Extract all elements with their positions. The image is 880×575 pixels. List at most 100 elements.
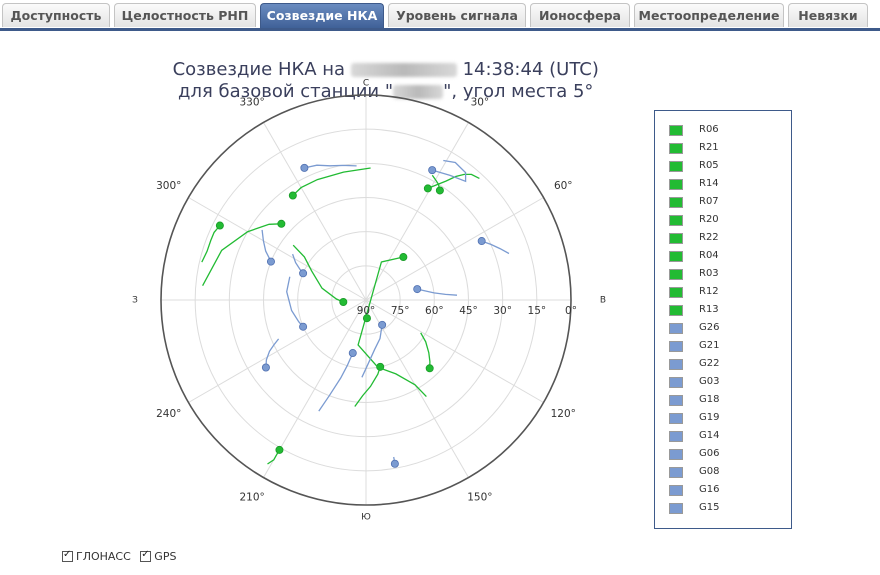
horizon-circle	[160, 94, 572, 506]
azimuth-spoke	[365, 122, 469, 301]
satellite-g21[interactable]	[428, 159, 467, 183]
elevation-label: 60°	[425, 305, 444, 317]
legend-swatch	[669, 503, 683, 514]
satellite-r04[interactable]	[357, 253, 427, 398]
satellite-g22[interactable]	[477, 237, 510, 255]
elevation-label: 0°	[565, 305, 577, 317]
redacted-station	[393, 85, 444, 99]
satellite-r13[interactable]	[362, 313, 371, 323]
azimuth-label: 30°	[471, 97, 490, 109]
azimuth-label: 120°	[551, 408, 576, 420]
satellite-position[interactable]	[288, 191, 297, 200]
legend-label: G18	[699, 394, 720, 405]
satellite-position[interactable]	[339, 297, 348, 306]
satellite-position[interactable]	[215, 221, 224, 230]
satellite-r20[interactable]	[267, 445, 284, 465]
satellite-g16[interactable]	[261, 229, 275, 266]
satellite-r06[interactable]	[431, 174, 444, 195]
satellite-position[interactable]	[275, 445, 284, 454]
gps-filter[interactable]: GPS	[140, 549, 177, 563]
tab-availability[interactable]: Доступность	[2, 3, 110, 27]
satellite-track	[261, 229, 272, 262]
legend-swatch	[669, 125, 683, 136]
satellite-track	[304, 164, 357, 169]
satellite-position[interactable]	[399, 253, 408, 262]
satellite-track	[427, 173, 480, 190]
system-filters: ГЛОНАСС GPS	[62, 549, 182, 563]
satellite-g26[interactable]	[300, 163, 357, 172]
legend-label: G16	[699, 484, 720, 495]
satellite-g14[interactable]	[286, 276, 308, 331]
satellite-position[interactable]	[348, 349, 357, 358]
satellite-position[interactable]	[300, 163, 309, 172]
tab-signal-level[interactable]: Уровень сигнала	[388, 3, 526, 27]
azimuth-label: 210°	[239, 491, 264, 503]
legend-label: G22	[699, 358, 720, 369]
legend-label: G06	[699, 448, 720, 459]
azimuth-spoke	[365, 299, 544, 403]
satellite-position[interactable]	[390, 459, 399, 468]
legend-swatch	[669, 467, 683, 478]
legend-swatch	[669, 233, 683, 244]
legend-swatch	[669, 251, 683, 262]
azimuth-label: 150°	[467, 491, 492, 503]
satellite-r12[interactable]	[292, 244, 348, 306]
satellite-r07[interactable]	[202, 219, 286, 287]
tab-positioning[interactable]: Местоопределение	[634, 3, 784, 27]
satellite-g18[interactable]	[361, 320, 387, 378]
satellite-track	[420, 332, 431, 369]
satellite-r05[interactable]	[288, 167, 371, 200]
satellite-track	[417, 288, 458, 296]
elevation-label: 30°	[493, 305, 512, 317]
satellite-position[interactable]	[261, 363, 270, 372]
legend-label: R22	[699, 232, 719, 243]
glonass-label: ГЛОНАСС	[76, 550, 131, 563]
satellite-r22[interactable]	[354, 362, 385, 407]
tab-bar: Доступность Целостность РНП Созвездие НК…	[0, 0, 880, 31]
satellite-position[interactable]	[477, 237, 486, 246]
satellite-position[interactable]	[425, 364, 434, 373]
azimuth-spoke	[263, 122, 367, 301]
satellite-position[interactable]	[428, 166, 437, 175]
satellite-position[interactable]	[423, 184, 432, 193]
gps-label: GPS	[154, 550, 177, 563]
azimuth-label: 60°	[554, 180, 573, 192]
label-west: З	[132, 296, 138, 306]
glonass-checkbox[interactable]	[62, 549, 73, 562]
glonass-filter[interactable]: ГЛОНАСС	[62, 549, 131, 563]
satellite-g08[interactable]	[261, 338, 280, 372]
satellite-g03[interactable]	[390, 456, 399, 468]
satellite-g15[interactable]	[318, 349, 357, 412]
legend-label: G15	[699, 502, 720, 513]
label-east: В	[600, 296, 606, 306]
satellite-position[interactable]	[362, 314, 371, 323]
gps-checkbox[interactable]	[140, 549, 152, 562]
satellite-g06[interactable]	[291, 253, 308, 278]
satellite-position[interactable]	[299, 322, 308, 331]
satellite-r21[interactable]	[423, 173, 480, 193]
tab-integrity[interactable]: Целостность РНП	[114, 3, 256, 27]
legend-label: R05	[699, 160, 719, 171]
satellite-r14[interactable]	[201, 221, 224, 263]
azimuth-spoke	[188, 299, 367, 403]
elevation-label: 90°	[357, 305, 376, 317]
tab-ionosphere[interactable]: Ионосфера	[530, 3, 630, 27]
elevation-label: 15°	[528, 305, 547, 317]
satellite-tracks	[201, 159, 510, 468]
satellite-position[interactable]	[413, 285, 422, 294]
satellite-position[interactable]	[277, 219, 286, 228]
satellite-track	[357, 256, 427, 398]
satellite-track	[481, 240, 510, 255]
satellite-r03[interactable]	[420, 332, 434, 373]
satellite-position[interactable]	[435, 186, 444, 195]
legend-swatch	[669, 377, 683, 388]
legend-swatch	[669, 197, 683, 208]
satellite-g19[interactable]	[413, 285, 458, 296]
satellite-position[interactable]	[299, 269, 308, 278]
tab-constellation[interactable]: Созвездие НКА	[260, 3, 384, 29]
legend-label: R14	[699, 178, 719, 189]
title-time: 14:38:44 (UTC)	[462, 59, 599, 80]
tab-residuals[interactable]: Невязки	[788, 3, 868, 27]
satellite-position[interactable]	[378, 320, 387, 329]
satellite-position[interactable]	[266, 257, 275, 266]
